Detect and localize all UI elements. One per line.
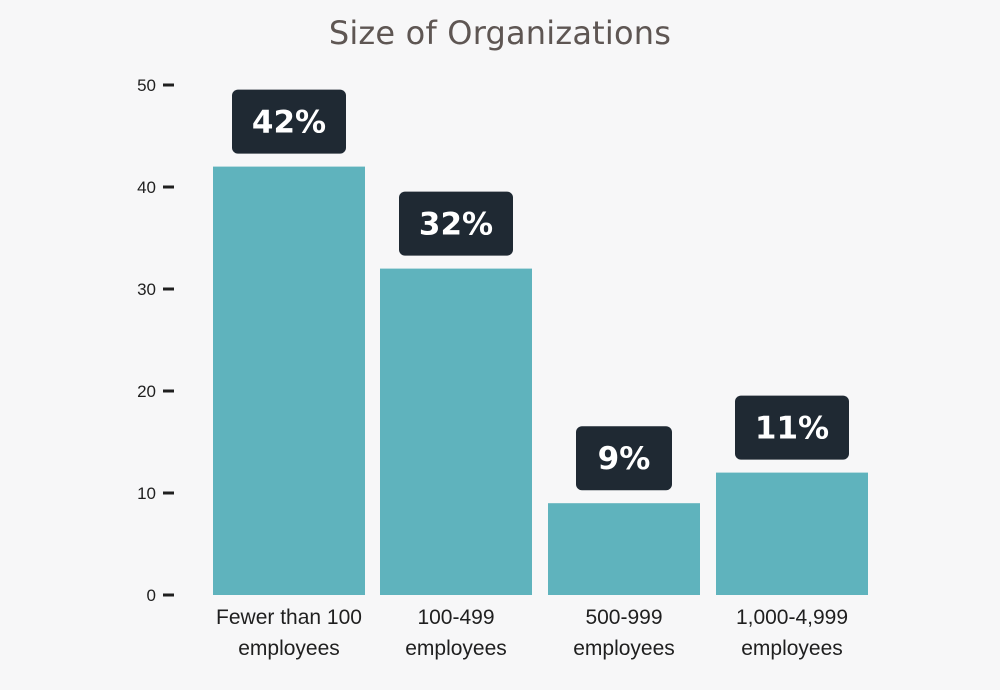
bar-2 — [380, 268, 532, 595]
data-label: 32% — [419, 207, 493, 243]
bars — [213, 166, 868, 595]
y-tick-label: 50 — [137, 76, 156, 95]
data-label-badge — [232, 89, 346, 154]
y-tick-label: 10 — [137, 484, 156, 503]
y-tick-label: 20 — [137, 382, 156, 401]
x-tick-label: employees — [573, 637, 675, 660]
bar-4 — [716, 472, 868, 595]
x-tick-label: 100-499 — [417, 606, 494, 629]
x-tick-label: Fewer than 100 — [216, 606, 362, 629]
x-tick-label: employees — [238, 637, 340, 660]
bar-1 — [213, 166, 365, 595]
x-tick-label: employees — [405, 637, 507, 660]
data-label-badge — [399, 191, 513, 256]
data-label-badge — [576, 426, 672, 491]
x-tick-label: 1,000-4,999 — [736, 606, 848, 629]
x-axis: Fewer than 100 employees 100-499 employees 5… — [216, 606, 848, 660]
x-tick-label: employees — [741, 637, 843, 660]
data-labels: 42% 32% 9% 11% — [232, 89, 849, 491]
y-tick-label: 40 — [137, 178, 156, 197]
y-tick-label: 0 — [147, 586, 156, 605]
x-tick-label: 500-999 — [585, 606, 662, 629]
data-label: 42% — [252, 105, 326, 141]
data-label: 9% — [598, 441, 651, 477]
chart-title: Size of Organizations — [328, 14, 672, 52]
bar-3 — [548, 503, 700, 595]
y-axis: 0 10 20 30 40 50 — [137, 76, 174, 605]
data-label: 11% — [755, 411, 829, 447]
data-label-badge — [735, 395, 849, 460]
y-tick-label: 30 — [137, 280, 156, 299]
